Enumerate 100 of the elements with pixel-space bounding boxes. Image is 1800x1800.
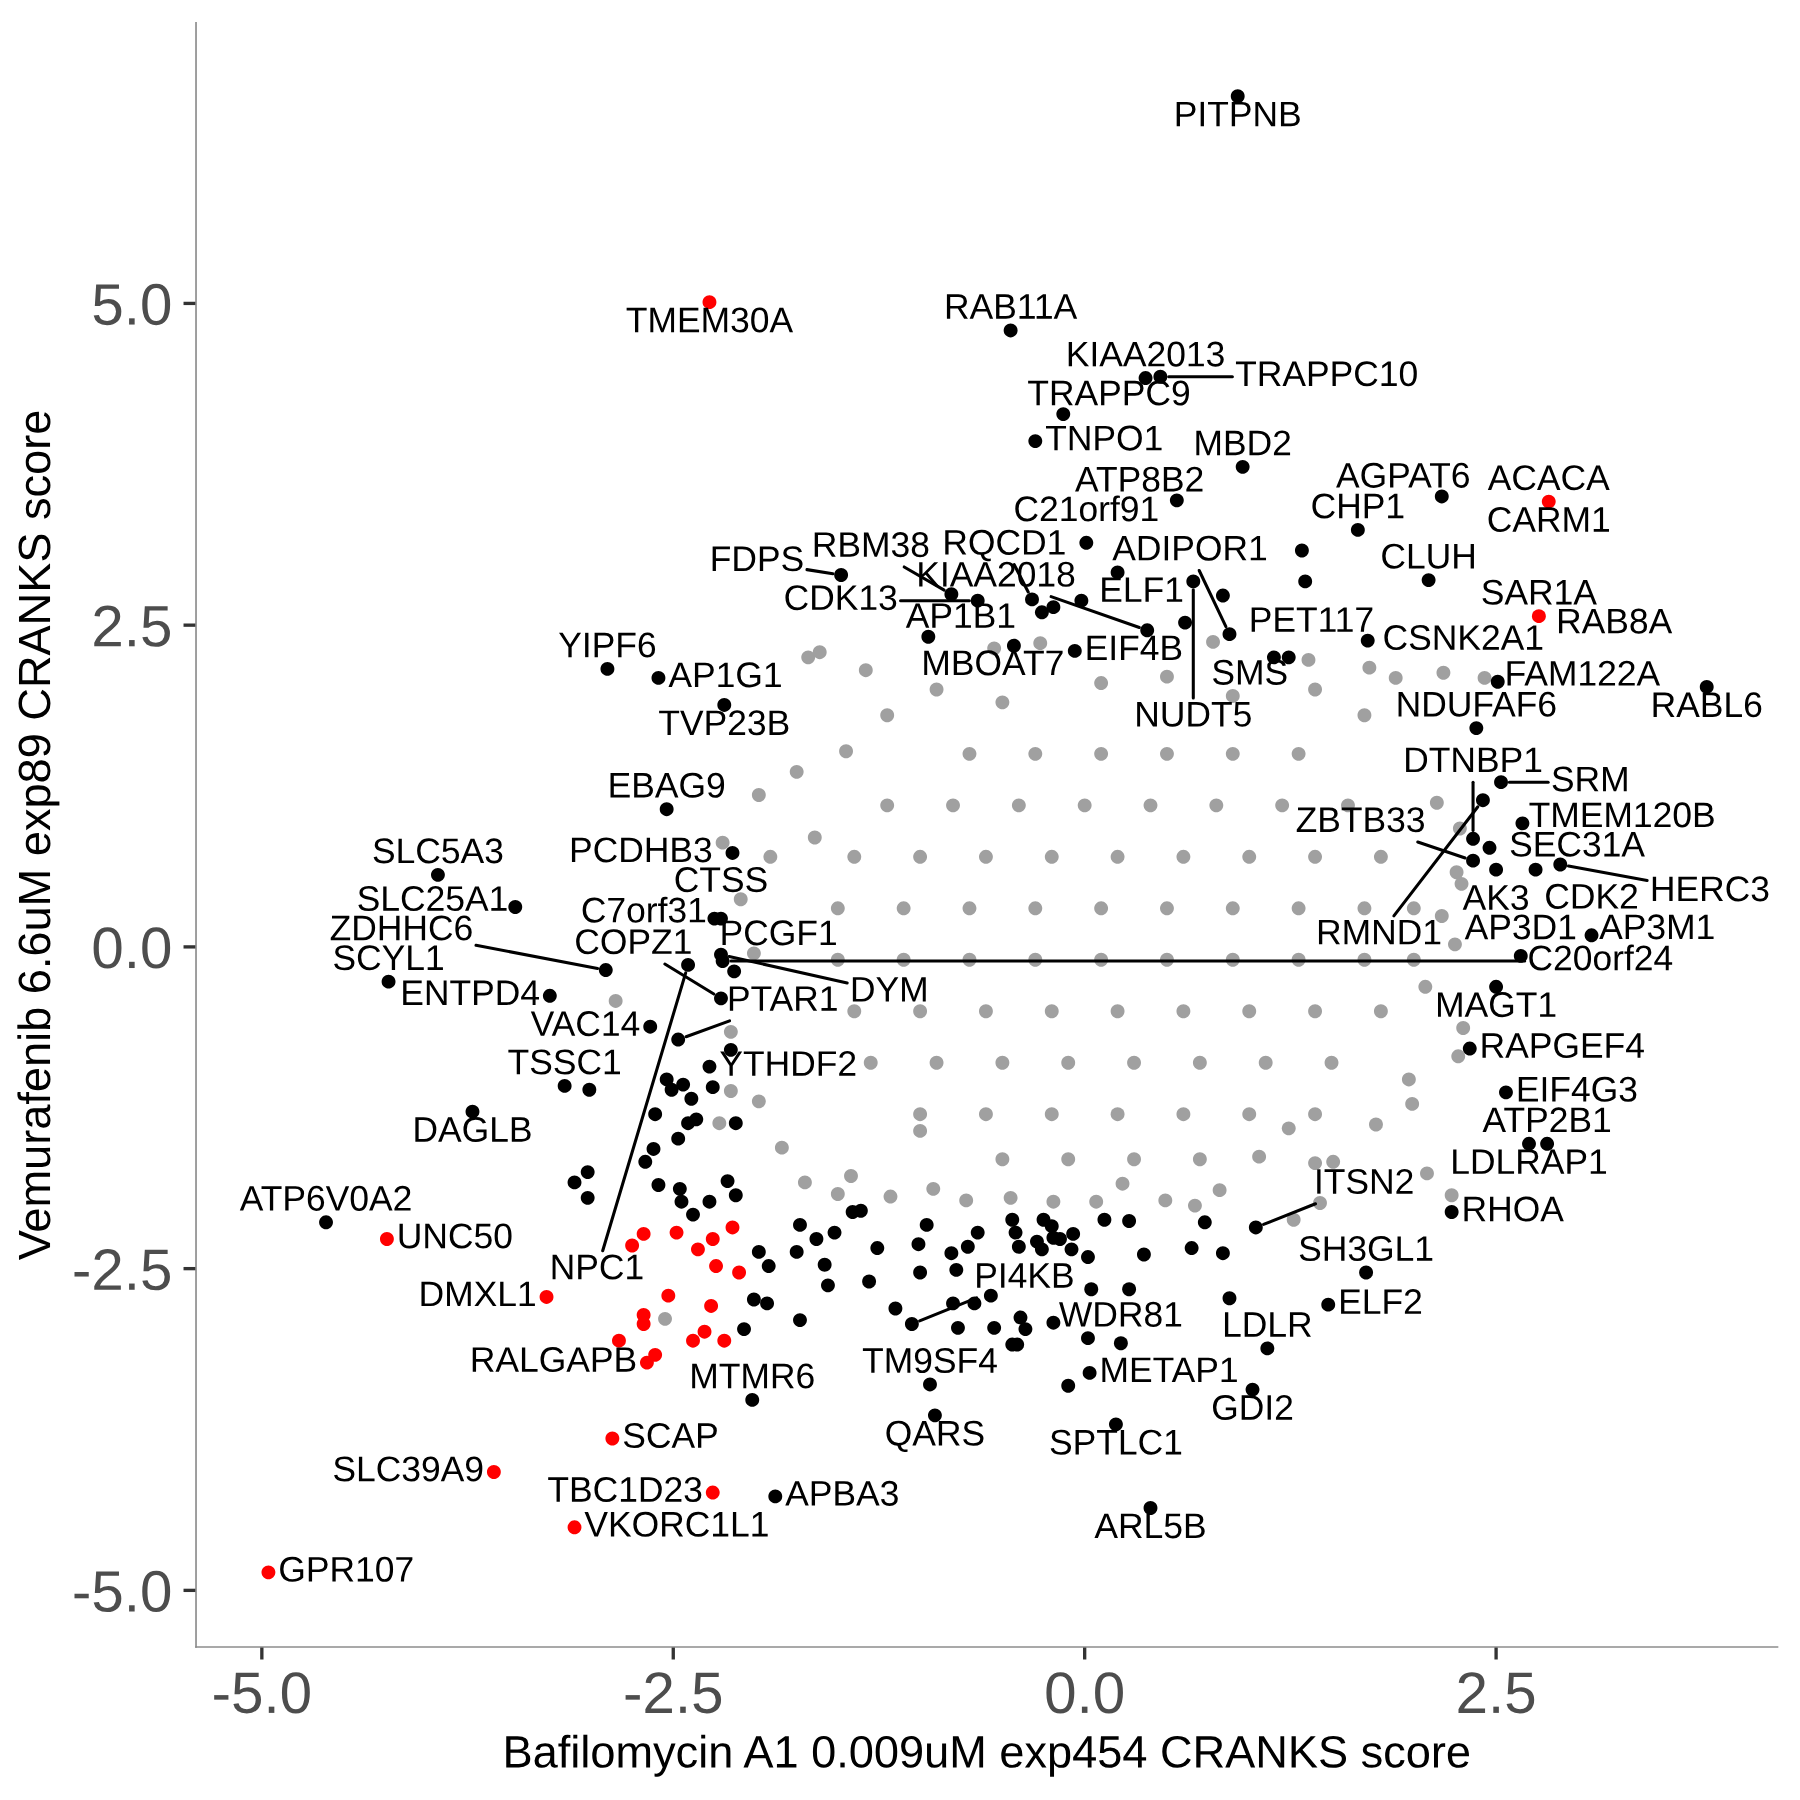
point	[705, 1485, 720, 1500]
annotation: RABL6	[1653, 692, 1762, 718]
annotation: LDLRAP1	[1453, 1149, 1607, 1174]
annotation: FDPS	[712, 546, 803, 572]
point	[612, 1333, 626, 1348]
annotation: RQCD1	[945, 529, 1065, 562]
annotation: APBA3	[785, 1480, 898, 1506]
annotation: ENTPD4	[403, 980, 539, 1005]
annotation: VAC14	[530, 1011, 640, 1037]
annotation: HERC3	[1652, 876, 1769, 902]
annotation: SLC5A3	[373, 838, 503, 864]
annotation: CLUH	[1382, 543, 1474, 569]
x-tick-label: -5.0	[214, 1672, 310, 1714]
point	[705, 1232, 720, 1246]
annotation: AP3M1	[1599, 914, 1714, 940]
x-axis-title: Bafilomycin A1 0.009uM exp454 CRANKS score	[506, 1734, 1470, 1777]
point	[1531, 609, 1546, 624]
annotation: AP3D1	[1464, 914, 1576, 940]
annotation: METAP1	[1102, 1357, 1237, 1383]
annotation: SPTLC1	[1050, 1429, 1182, 1455]
annotation: SCYL1	[334, 945, 443, 971]
annotation: DMXL1	[421, 1281, 535, 1307]
point	[648, 1347, 663, 1362]
annotation: RALGAPB	[472, 1347, 636, 1373]
point	[636, 1317, 651, 1331]
point	[697, 1324, 712, 1339]
annotation: RMND1	[1318, 919, 1441, 945]
annotation: ACACA	[1487, 465, 1610, 491]
annotation: SCAP	[623, 1422, 717, 1449]
point	[639, 1355, 654, 1370]
y-tick-label: 2.5	[94, 605, 170, 647]
annotation: C20orf24	[1529, 944, 1673, 971]
point	[379, 1232, 394, 1246]
x-tick-label: -2.5	[625, 1672, 722, 1714]
annotation: ELF2	[1341, 1289, 1422, 1314]
annotation: TRAPPC10	[1235, 361, 1417, 387]
y-axis-title: Vemurafenib 6.6uM exp89 CRANKS score	[17, 411, 60, 1260]
point	[709, 1259, 723, 1274]
annotation: TMEM30A	[626, 307, 794, 333]
annotation: AK3	[1462, 885, 1529, 911]
annotation: EIF4G3	[1518, 1076, 1637, 1102]
annotation: TRAPPC9	[1028, 380, 1189, 406]
annotation: SH3GL1	[1299, 1236, 1433, 1262]
annotation: AP1G1	[668, 662, 781, 688]
annotation: ATP8B2	[1075, 466, 1203, 492]
annotation: KIAA2013	[1068, 341, 1224, 367]
point	[691, 1242, 705, 1257]
point	[704, 1299, 719, 1313]
annotation: ZBTB33	[1296, 807, 1424, 833]
annotation: SEC31A	[1510, 831, 1645, 857]
point	[261, 1565, 276, 1580]
annotation: YIPF6	[559, 632, 656, 658]
y-tick-label: 0.0	[93, 927, 171, 969]
annotation: CARM1	[1488, 506, 1610, 533]
annotation: PITPNB	[1176, 101, 1300, 127]
x-tick-label: 0.0	[1046, 1672, 1123, 1714]
annotation: NUDT5	[1137, 702, 1251, 727]
annotation: MBOAT7	[924, 650, 1063, 676]
annotation: MAGT1	[1438, 992, 1556, 1018]
annotation: ARL5B	[1094, 1513, 1205, 1539]
annotation: RBM38	[814, 532, 929, 558]
point	[669, 1225, 684, 1240]
annotation: RAB8A	[1558, 608, 1673, 634]
y-tick-label: -5.0	[74, 1570, 171, 1613]
annotation: TM9SF4	[862, 1348, 997, 1374]
point	[725, 1220, 740, 1235]
annotation: EIF4B	[1087, 635, 1182, 661]
point	[732, 1265, 747, 1280]
annotation: AGPAT6	[1336, 462, 1469, 488]
annotation: WDR81	[1059, 1301, 1182, 1327]
annotation: ZDHHC6	[330, 915, 472, 941]
annotation: TMEM120B	[1529, 802, 1714, 828]
annotation: DTNBP1	[1406, 747, 1542, 773]
annotation: ATP2B1	[1482, 1107, 1611, 1133]
annotation: AP1B1	[905, 603, 1015, 628]
annotation: COPZ1	[576, 929, 691, 955]
point	[605, 1431, 620, 1446]
annotation: C7orf31	[582, 896, 706, 923]
annotation: CDK13	[785, 585, 897, 611]
annotation: RAB11A	[946, 294, 1078, 319]
annotation: ATP6V0A2	[239, 1185, 411, 1211]
point	[661, 1288, 676, 1303]
annotation: TVP23B	[659, 710, 789, 736]
annotation: MBD2	[1196, 430, 1291, 456]
annotation: PI4KB	[977, 1263, 1073, 1288]
annotation: SMS	[1213, 659, 1287, 685]
annotation: NPC1	[552, 1254, 643, 1280]
annotation: NDUFAF6	[1398, 691, 1556, 717]
annotation: TNPO1	[1046, 425, 1162, 451]
annotation: SRM	[1552, 766, 1627, 792]
annotation: CTSS	[675, 867, 767, 893]
point	[717, 1333, 732, 1348]
annotation: CDK2	[1546, 883, 1637, 909]
point	[539, 1290, 554, 1304]
annotation: ELF1	[1102, 577, 1183, 602]
annotation: PCDHB3	[571, 837, 712, 863]
annotation: RHOA	[1464, 1196, 1564, 1222]
annotation: DYM	[852, 977, 926, 1002]
annotation: DAGLB	[415, 1116, 531, 1143]
point	[686, 1333, 700, 1348]
